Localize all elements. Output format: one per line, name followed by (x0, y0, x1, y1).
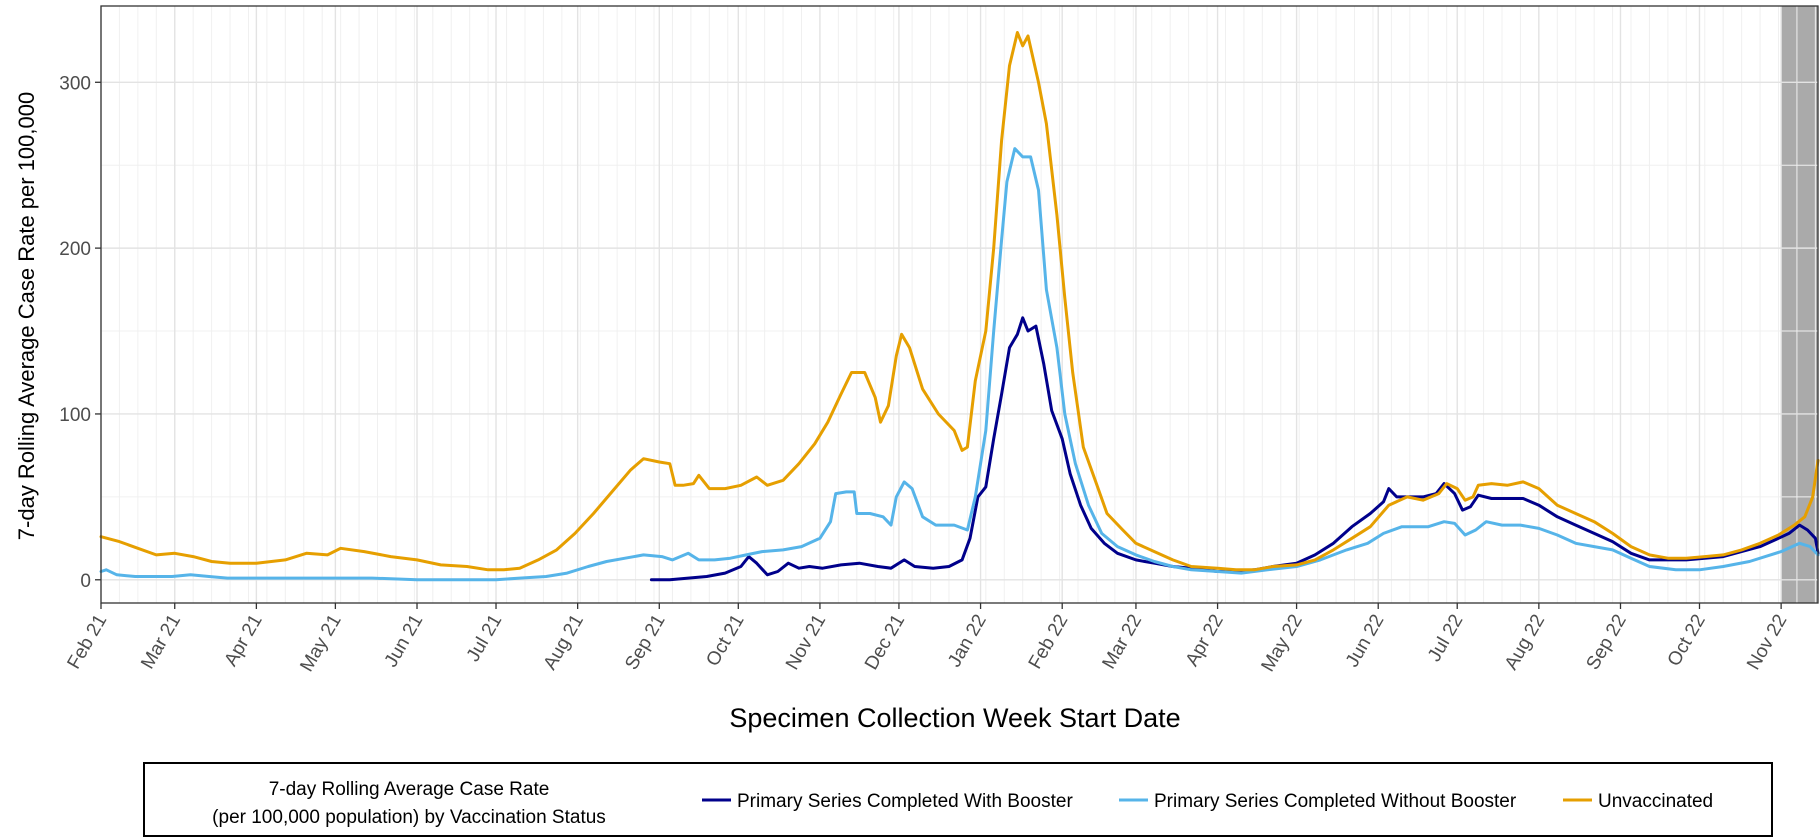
y-tick-label: 0 (80, 571, 91, 592)
shaded-region-layer (1781, 6, 1818, 603)
shaded-region (1781, 6, 1818, 603)
legend-label-3: Unvaccinated (1598, 791, 1713, 812)
y-tick-label: 300 (59, 73, 91, 94)
y-axis-title: 7-day Rolling Average Case Rate per 100,… (14, 92, 39, 540)
x-axis-title: Specimen Collection Week Start Date (729, 703, 1180, 733)
grid-layer (100, 6, 1818, 603)
legend-title-line-2: (per 100,000 population) by Vaccination … (212, 807, 606, 828)
legend-items: Primary Series Completed With Booster Pri… (702, 791, 1713, 812)
legend-title-line-1: 7-day Rolling Average Case Rate (269, 779, 550, 800)
legend-box (143, 762, 1773, 837)
plot-panel (101, 6, 1818, 603)
series-layer (99, 31, 1820, 582)
legend: 7-day Rolling Average Case Rate (per 100… (143, 762, 1773, 837)
series-line-2 (99, 147, 1820, 582)
legend-label-2: Primary Series Completed Without Booster (1154, 791, 1517, 812)
y-tick-label: 100 (59, 405, 91, 426)
y-tick-label: 200 (59, 239, 91, 260)
series-line-3 (99, 31, 1820, 572)
legend-label-1: Primary Series Completed With Booster (737, 791, 1073, 812)
plot-border (100, 5, 1819, 604)
